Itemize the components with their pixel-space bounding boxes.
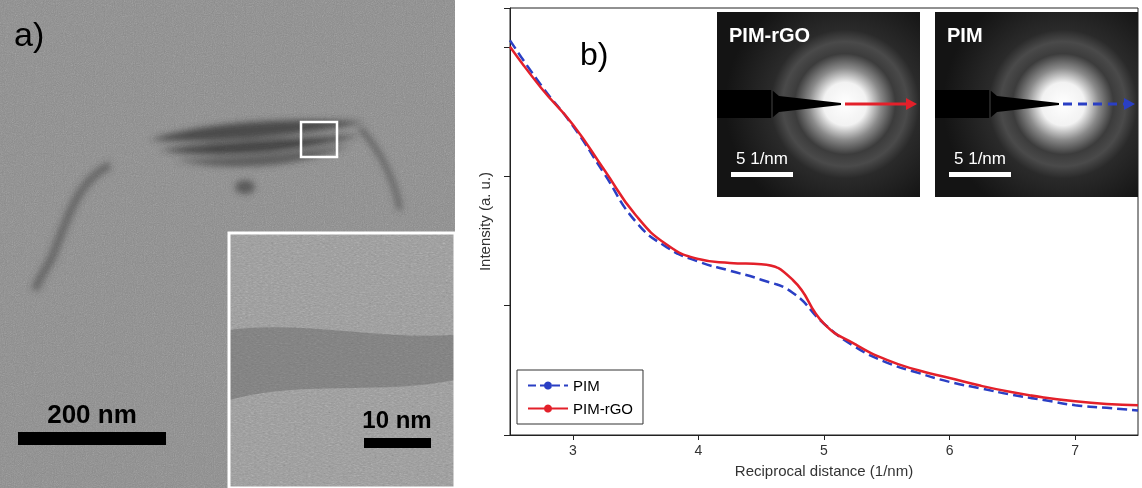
svg-text:5 1/nm: 5 1/nm — [954, 149, 1006, 168]
svg-text:7: 7 — [1071, 442, 1079, 458]
svg-text:b): b) — [580, 36, 608, 72]
svg-text:Intensity (a. u.): Intensity (a. u.) — [476, 172, 493, 271]
svg-text:a): a) — [14, 15, 44, 53]
svg-text:PIM: PIM — [573, 377, 600, 394]
svg-text:PIM-rGO: PIM-rGO — [729, 24, 810, 46]
svg-text:5 1/nm: 5 1/nm — [736, 149, 788, 168]
svg-text:Reciprocal distance (1/nm): Reciprocal distance (1/nm) — [735, 462, 913, 479]
svg-text:4: 4 — [695, 442, 703, 458]
svg-text:6: 6 — [946, 442, 954, 458]
svg-text:PIM: PIM — [947, 24, 983, 46]
svg-text:10 nm: 10 nm — [362, 406, 431, 433]
svg-text:200 nm: 200 nm — [47, 399, 137, 429]
svg-text:PIM-rGO: PIM-rGO — [573, 400, 633, 417]
svg-text:5: 5 — [820, 442, 828, 458]
svg-text:3: 3 — [569, 442, 577, 458]
